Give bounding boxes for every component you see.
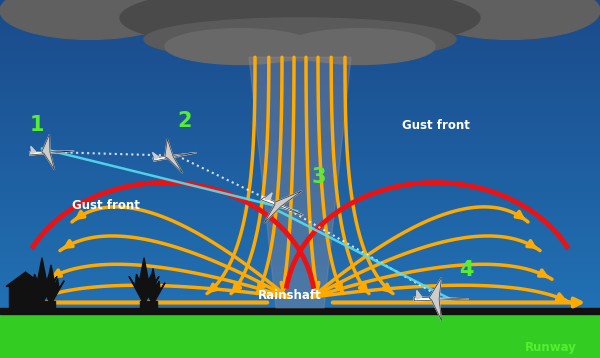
Bar xyxy=(0,322,600,329)
Bar xyxy=(0,122,600,129)
Polygon shape xyxy=(29,151,74,155)
Bar xyxy=(0,315,600,322)
Ellipse shape xyxy=(120,0,480,50)
Bar xyxy=(0,329,600,337)
Bar xyxy=(149,301,157,311)
Ellipse shape xyxy=(285,29,435,64)
Bar xyxy=(0,344,600,351)
Text: 1: 1 xyxy=(30,115,44,135)
Bar xyxy=(0,7,600,14)
Ellipse shape xyxy=(285,0,555,36)
Bar xyxy=(0,115,600,122)
Bar xyxy=(0,301,600,308)
Bar xyxy=(0,64,600,72)
Polygon shape xyxy=(165,139,183,173)
Polygon shape xyxy=(261,197,304,216)
Polygon shape xyxy=(264,191,302,223)
Bar xyxy=(0,294,600,301)
Bar xyxy=(0,337,600,344)
Text: Runway: Runway xyxy=(525,341,577,354)
Bar xyxy=(0,150,600,158)
Polygon shape xyxy=(152,153,159,159)
Bar xyxy=(0,172,600,179)
Bar xyxy=(0,136,600,143)
Bar xyxy=(0,279,600,286)
Bar xyxy=(0,107,600,115)
Bar xyxy=(0,186,600,193)
Bar xyxy=(0,243,600,251)
Bar xyxy=(0,258,600,265)
Bar xyxy=(0,308,600,315)
Bar xyxy=(0,14,600,21)
Bar xyxy=(0,215,600,222)
Bar xyxy=(0,79,600,86)
Polygon shape xyxy=(27,258,57,304)
Bar xyxy=(0,311,600,358)
Bar xyxy=(0,100,600,107)
Polygon shape xyxy=(31,146,35,153)
Bar xyxy=(0,165,600,172)
Polygon shape xyxy=(38,265,64,304)
Bar xyxy=(140,301,148,311)
Bar xyxy=(0,179,600,186)
Polygon shape xyxy=(141,268,165,304)
Polygon shape xyxy=(42,135,55,170)
Bar xyxy=(0,72,600,79)
Bar xyxy=(0,86,600,93)
Bar xyxy=(0,265,600,272)
Bar xyxy=(47,301,55,311)
Bar xyxy=(0,29,600,36)
Bar xyxy=(0,222,600,229)
Bar xyxy=(0,129,600,136)
Bar xyxy=(0,57,600,64)
Bar xyxy=(0,229,600,236)
Bar xyxy=(0,308,600,314)
Bar xyxy=(0,236,600,243)
Polygon shape xyxy=(429,277,442,321)
Text: Gust front: Gust front xyxy=(402,119,470,132)
Text: Rainshaft: Rainshaft xyxy=(258,289,322,302)
Ellipse shape xyxy=(144,18,456,61)
Polygon shape xyxy=(417,290,422,299)
Text: 2: 2 xyxy=(177,111,191,131)
Ellipse shape xyxy=(45,0,315,36)
Bar xyxy=(9,286,42,310)
Text: 4: 4 xyxy=(459,260,473,280)
Bar xyxy=(0,0,600,7)
Polygon shape xyxy=(415,297,469,301)
Polygon shape xyxy=(6,272,45,286)
Bar xyxy=(0,93,600,100)
Bar xyxy=(0,272,600,279)
Polygon shape xyxy=(129,258,159,304)
Ellipse shape xyxy=(0,0,600,25)
Bar xyxy=(0,50,600,57)
Text: 3: 3 xyxy=(312,166,326,187)
Bar xyxy=(0,208,600,215)
Bar xyxy=(0,158,600,165)
Bar xyxy=(0,200,600,208)
Bar xyxy=(38,301,46,311)
Bar xyxy=(0,43,600,50)
Polygon shape xyxy=(153,153,197,161)
Ellipse shape xyxy=(165,29,315,64)
Bar xyxy=(0,251,600,258)
Polygon shape xyxy=(265,193,272,199)
Bar xyxy=(0,286,600,294)
Text: Gust front: Gust front xyxy=(72,199,140,212)
Ellipse shape xyxy=(420,0,600,39)
Bar xyxy=(0,36,600,43)
Bar xyxy=(0,21,600,29)
Ellipse shape xyxy=(0,0,180,39)
Bar xyxy=(0,143,600,150)
Bar xyxy=(0,351,600,358)
Bar xyxy=(0,193,600,200)
Polygon shape xyxy=(249,57,351,308)
Ellipse shape xyxy=(150,0,450,32)
